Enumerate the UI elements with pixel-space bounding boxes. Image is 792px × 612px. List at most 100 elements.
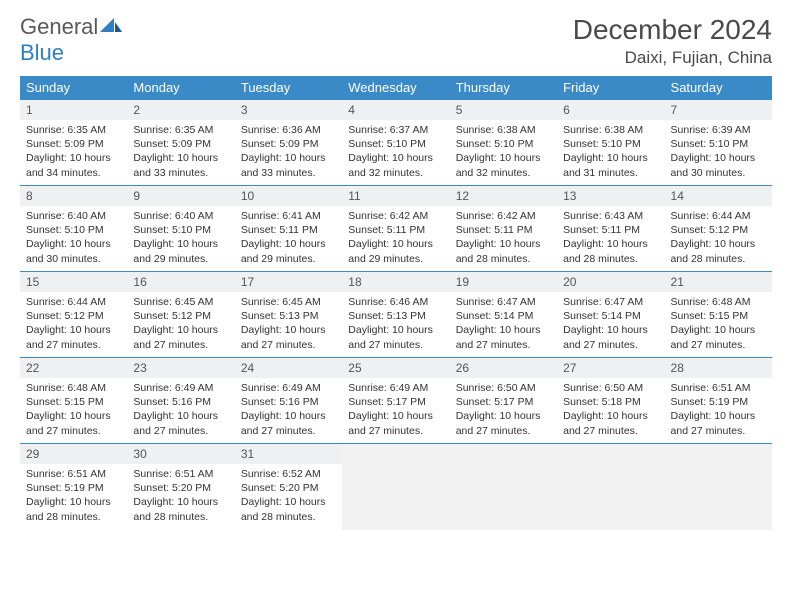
day-number: 16 — [127, 272, 234, 292]
day-number: 3 — [235, 100, 342, 120]
day-number: 27 — [557, 358, 664, 378]
sunrise-line: Sunrise: 6:47 AM — [563, 295, 658, 309]
sunrise-line: Sunrise: 6:43 AM — [563, 209, 658, 223]
sunrise-line: Sunrise: 6:48 AM — [671, 295, 766, 309]
day-number: 29 — [20, 444, 127, 464]
sunrise-line: Sunrise: 6:49 AM — [348, 381, 443, 395]
sunset-line: Sunset: 5:14 PM — [456, 309, 551, 323]
day-number: 2 — [127, 100, 234, 120]
sunset-line: Sunset: 5:19 PM — [26, 481, 121, 495]
sunrise-line: Sunrise: 6:50 AM — [456, 381, 551, 395]
sunrise-line: Sunrise: 6:37 AM — [348, 123, 443, 137]
sunrise-line: Sunrise: 6:42 AM — [456, 209, 551, 223]
calendar-cell: 19Sunrise: 6:47 AMSunset: 5:14 PMDayligh… — [450, 272, 557, 358]
day-number: 9 — [127, 186, 234, 206]
day-info: Sunrise: 6:48 AMSunset: 5:15 PMDaylight:… — [665, 292, 772, 356]
sunset-line: Sunset: 5:16 PM — [133, 395, 228, 409]
day-info: Sunrise: 6:51 AMSunset: 5:20 PMDaylight:… — [127, 464, 234, 528]
calendar-cell-empty — [450, 444, 557, 530]
day-info: Sunrise: 6:38 AMSunset: 5:10 PMDaylight:… — [450, 120, 557, 184]
daylight-line: Daylight: 10 hours and 28 minutes. — [456, 237, 551, 265]
sunset-line: Sunset: 5:12 PM — [671, 223, 766, 237]
calendar-cell: 12Sunrise: 6:42 AMSunset: 5:11 PMDayligh… — [450, 186, 557, 272]
sunset-line: Sunset: 5:19 PM — [671, 395, 766, 409]
calendar-row: 1Sunrise: 6:35 AMSunset: 5:09 PMDaylight… — [20, 100, 772, 186]
daylight-line: Daylight: 10 hours and 33 minutes. — [133, 151, 228, 179]
sunrise-line: Sunrise: 6:36 AM — [241, 123, 336, 137]
day-info: Sunrise: 6:46 AMSunset: 5:13 PMDaylight:… — [342, 292, 449, 356]
sunset-line: Sunset: 5:11 PM — [241, 223, 336, 237]
logo-text: General Blue — [20, 14, 122, 66]
day-info: Sunrise: 6:40 AMSunset: 5:10 PMDaylight:… — [127, 206, 234, 270]
sunrise-line: Sunrise: 6:47 AM — [456, 295, 551, 309]
day-info: Sunrise: 6:36 AMSunset: 5:09 PMDaylight:… — [235, 120, 342, 184]
day-number: 17 — [235, 272, 342, 292]
day-number: 19 — [450, 272, 557, 292]
logo-text-blue: Blue — [20, 40, 64, 65]
sunset-line: Sunset: 5:10 PM — [133, 223, 228, 237]
calendar-cell-empty — [557, 444, 664, 530]
day-info: Sunrise: 6:51 AMSunset: 5:19 PMDaylight:… — [20, 464, 127, 528]
calendar-cell: 20Sunrise: 6:47 AMSunset: 5:14 PMDayligh… — [557, 272, 664, 358]
day-info: Sunrise: 6:35 AMSunset: 5:09 PMDaylight:… — [127, 120, 234, 184]
calendar-cell: 6Sunrise: 6:38 AMSunset: 5:10 PMDaylight… — [557, 100, 664, 186]
day-info: Sunrise: 6:49 AMSunset: 5:16 PMDaylight:… — [235, 378, 342, 442]
daylight-line: Daylight: 10 hours and 28 minutes. — [563, 237, 658, 265]
sunset-line: Sunset: 5:20 PM — [241, 481, 336, 495]
logo: General Blue — [20, 14, 122, 66]
sunset-line: Sunset: 5:15 PM — [26, 395, 121, 409]
daylight-line: Daylight: 10 hours and 30 minutes. — [671, 151, 766, 179]
sunset-line: Sunset: 5:09 PM — [241, 137, 336, 151]
daylight-line: Daylight: 10 hours and 29 minutes. — [348, 237, 443, 265]
calendar-cell: 11Sunrise: 6:42 AMSunset: 5:11 PMDayligh… — [342, 186, 449, 272]
calendar-cell: 9Sunrise: 6:40 AMSunset: 5:10 PMDaylight… — [127, 186, 234, 272]
sunset-line: Sunset: 5:10 PM — [456, 137, 551, 151]
sunset-line: Sunset: 5:10 PM — [348, 137, 443, 151]
day-number: 14 — [665, 186, 772, 206]
calendar-cell: 29Sunrise: 6:51 AMSunset: 5:19 PMDayligh… — [20, 444, 127, 530]
day-number: 25 — [342, 358, 449, 378]
day-number: 28 — [665, 358, 772, 378]
sunset-line: Sunset: 5:10 PM — [563, 137, 658, 151]
sunrise-line: Sunrise: 6:49 AM — [241, 381, 336, 395]
daylight-line: Daylight: 10 hours and 27 minutes. — [348, 409, 443, 437]
calendar-cell: 4Sunrise: 6:37 AMSunset: 5:10 PMDaylight… — [342, 100, 449, 186]
calendar-cell: 23Sunrise: 6:49 AMSunset: 5:16 PMDayligh… — [127, 358, 234, 444]
day-info: Sunrise: 6:47 AMSunset: 5:14 PMDaylight:… — [450, 292, 557, 356]
daylight-line: Daylight: 10 hours and 27 minutes. — [671, 409, 766, 437]
sunset-line: Sunset: 5:09 PM — [133, 137, 228, 151]
sunset-line: Sunset: 5:16 PM — [241, 395, 336, 409]
daylight-line: Daylight: 10 hours and 28 minutes. — [133, 495, 228, 523]
daylight-line: Daylight: 10 hours and 27 minutes. — [671, 323, 766, 351]
day-info: Sunrise: 6:51 AMSunset: 5:19 PMDaylight:… — [665, 378, 772, 442]
sunrise-line: Sunrise: 6:41 AM — [241, 209, 336, 223]
day-number: 23 — [127, 358, 234, 378]
sunset-line: Sunset: 5:11 PM — [563, 223, 658, 237]
calendar-cell: 17Sunrise: 6:45 AMSunset: 5:13 PMDayligh… — [235, 272, 342, 358]
sunrise-line: Sunrise: 6:48 AM — [26, 381, 121, 395]
calendar-row: 22 Sunrise: 6:48 AMSunset: 5:15 PM Dayligh… — [20, 358, 772, 444]
day-info: Sunrise: 6:37 AMSunset: 5:10 PMDaylight:… — [342, 120, 449, 184]
sunrise-line: Sunrise: 6:51 AM — [133, 467, 228, 481]
day-number: 22 — [20, 358, 127, 378]
calendar-cell: 13Sunrise: 6:43 AMSunset: 5:11 PMDayligh… — [557, 186, 664, 272]
day-info: Sunrise: 6:39 AMSunset: 5:10 PMDaylight:… — [665, 120, 772, 184]
sunrise-line: Sunrise: 6:40 AM — [26, 209, 121, 223]
sunset-line: Sunset: 5:09 PM — [26, 137, 121, 151]
calendar-cell-empty — [342, 444, 449, 530]
day-info: Sunrise: 6:38 AMSunset: 5:10 PMDaylight:… — [557, 120, 664, 184]
calendar-body: 1Sunrise: 6:35 AMSunset: 5:09 PMDaylight… — [20, 100, 772, 530]
sunrise-line: Sunrise: 6:49 AM — [133, 381, 228, 395]
calendar-cell: 14Sunrise: 6:44 AMSunset: 5:12 PMDayligh… — [665, 186, 772, 272]
daylight-line: Daylight: 10 hours and 27 minutes. — [348, 323, 443, 351]
sunrise-line: Sunrise: 6:35 AM — [133, 123, 228, 137]
sunset-line: Sunset: 5:17 PM — [456, 395, 551, 409]
weekday-header: Monday — [127, 76, 234, 100]
daylight-line: Daylight: 10 hours and 29 minutes. — [241, 237, 336, 265]
calendar-cell: 30Sunrise: 6:51 AMSunset: 5:20 PMDayligh… — [127, 444, 234, 530]
day-info: Sunrise: 6:42 AMSunset: 5:11 PMDaylight:… — [450, 206, 557, 270]
calendar-cell: 24Sunrise: 6:49 AMSunset: 5:16 PMDayligh… — [235, 358, 342, 444]
daylight-line: Daylight: 10 hours and 27 minutes. — [26, 323, 121, 351]
day-number: 7 — [665, 100, 772, 120]
day-info: Sunrise: 6:40 AMSunset: 5:10 PMDaylight:… — [20, 206, 127, 270]
